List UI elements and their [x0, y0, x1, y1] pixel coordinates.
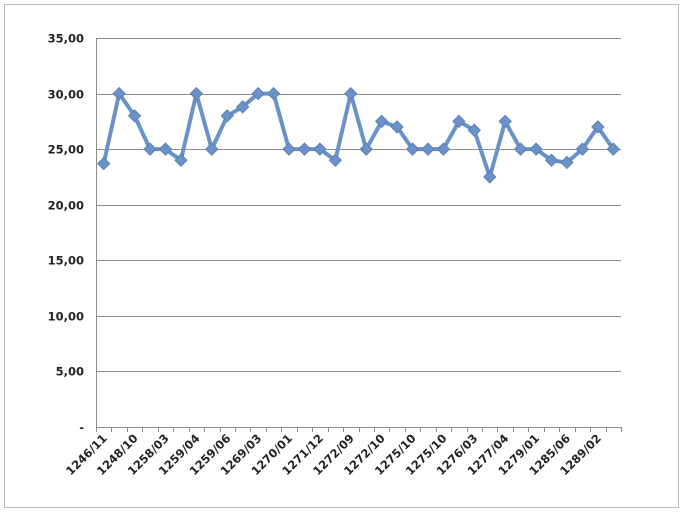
- data-point-marker: [174, 153, 188, 167]
- y-tick-label: -: [79, 421, 84, 435]
- data-point-marker: [359, 142, 373, 156]
- y-tick-label: 20,00: [48, 199, 84, 213]
- data-point-marker: [560, 155, 574, 170]
- data-point-marker: [575, 142, 590, 156]
- data-point-marker: [112, 86, 126, 101]
- data-point-marker: [266, 86, 281, 101]
- data-point-marker: [220, 109, 234, 123]
- y-tick-label: 15,00: [48, 254, 84, 268]
- data-point-marker: [436, 142, 451, 156]
- data-point-marker: [328, 153, 343, 167]
- data-point-marker: [374, 114, 389, 129]
- data-point-marker: [544, 153, 559, 167]
- chart-frame: [4, 4, 679, 508]
- data-point-marker: [205, 142, 219, 156]
- data-point-marker: [344, 86, 358, 101]
- data-point-marker: [97, 156, 111, 171]
- data-point-marker: [452, 114, 466, 129]
- data-point-marker: [313, 142, 327, 156]
- data-point-marker: [390, 120, 404, 134]
- data-point-marker: [606, 142, 620, 156]
- data-point-marker: [529, 142, 543, 156]
- y-tick-label: 5,00: [56, 365, 84, 379]
- y-tick-label: 10,00: [48, 310, 84, 324]
- data-point-marker: [189, 86, 204, 101]
- data-point-marker: [483, 170, 497, 184]
- y-tick-label: 30,00: [48, 88, 84, 102]
- data-point-marker: [127, 109, 142, 123]
- data-point-marker: [498, 114, 512, 129]
- data-point-marker: [158, 142, 173, 156]
- data-point-marker: [421, 142, 435, 156]
- data-point-marker: [282, 142, 296, 156]
- data-point-marker: [591, 120, 605, 134]
- data-point-marker: [467, 123, 482, 137]
- y-tick-label: 35,00: [48, 32, 84, 46]
- series-line: [101, 91, 616, 179]
- data-point-marker: [251, 86, 265, 101]
- data-point-marker: [143, 142, 157, 156]
- y-tick-label: 25,00: [48, 143, 84, 157]
- data-point-marker: [297, 142, 312, 156]
- data-point-marker: [235, 100, 250, 114]
- data-point-marker: [513, 142, 528, 156]
- data-point-marker: [405, 142, 420, 156]
